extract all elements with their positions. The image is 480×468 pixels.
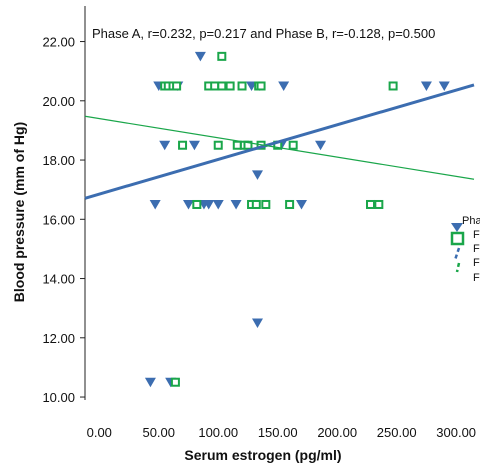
- data-point: [251, 318, 263, 328]
- legend-entry: F: [473, 243, 480, 255]
- data-point: [210, 81, 220, 91]
- data-point: [251, 170, 263, 180]
- data-point: [374, 199, 384, 209]
- series-phase-b: [160, 51, 398, 387]
- data-point: [315, 140, 327, 151]
- data-point: [170, 377, 180, 387]
- x-axis-title: Serum estrogen (pg/ml): [184, 447, 341, 463]
- legend-title: Pha: [462, 215, 480, 227]
- y-tick-label: 18.00: [42, 153, 75, 168]
- series-phase-a: [144, 51, 450, 388]
- legend-marker-phase-a: [451, 223, 463, 232]
- x-tick-label: 100.00: [198, 425, 238, 440]
- data-point: [182, 199, 194, 210]
- data-point: [243, 140, 253, 150]
- x-tick-label: 300.00: [436, 425, 476, 440]
- y-tick-label: 16.00: [42, 212, 75, 227]
- legend-entry: F: [473, 257, 480, 269]
- data-point: [366, 199, 376, 209]
- fit-line: [84, 115, 475, 180]
- x-axis: 0.00 50.00 100.00 150.00 200.00 250.00 300.00: [87, 425, 476, 440]
- data-point: [212, 199, 224, 210]
- data-point: [213, 140, 223, 150]
- data-point: [194, 51, 206, 62]
- data-point: [285, 199, 295, 209]
- data-point: [203, 199, 215, 210]
- legend-entry: F: [473, 229, 480, 241]
- fit-lines: [84, 83, 475, 200]
- data-point: [237, 81, 247, 91]
- data-point: [149, 199, 161, 210]
- chart-annotation: Phase A, r=0.232, p=0.217 and Phase B, r…: [92, 26, 435, 41]
- x-tick-label: 50.00: [142, 425, 175, 440]
- legend-line-phase-a: [453, 247, 461, 261]
- y-tick-label: 12.00: [42, 331, 75, 346]
- data-point: [188, 140, 200, 151]
- data-point: [217, 51, 227, 61]
- data-point: [144, 377, 156, 388]
- y-axis-title: Blood pressure (mm of Hg): [11, 122, 27, 302]
- data-point: [159, 140, 171, 151]
- data-point: [288, 140, 298, 150]
- data-point: [178, 140, 188, 150]
- x-tick-label: 0.00: [87, 425, 112, 440]
- data-point: [420, 81, 432, 91]
- legend-entry: F: [473, 272, 480, 284]
- data-point: [225, 81, 235, 91]
- data-point: [232, 140, 242, 150]
- data-point: [438, 81, 450, 91]
- fit-line: [84, 83, 475, 200]
- y-tick-label: 14.00: [42, 272, 75, 287]
- data-point: [251, 199, 261, 209]
- data-point: [217, 81, 227, 91]
- data-point: [256, 81, 266, 91]
- y-tick-label: 22.00: [42, 35, 75, 50]
- data-point: [192, 199, 202, 209]
- legend-line-phase-b: [455, 262, 461, 273]
- data-point: [296, 199, 308, 210]
- data-point: [278, 81, 290, 91]
- x-tick-label: 250.00: [377, 425, 417, 440]
- legend-marker-phase-b: [450, 231, 465, 246]
- y-tick-label: 20.00: [42, 94, 75, 109]
- x-tick-label: 200.00: [317, 425, 357, 440]
- data-point: [172, 81, 182, 91]
- data-point: [230, 199, 242, 210]
- data-point: [261, 199, 271, 209]
- y-tick-label: 10.00: [42, 390, 75, 405]
- data-point: [388, 81, 398, 91]
- y-axis: 10.00 12.00 14.00 16.00 18.00 20.00 22.00: [42, 6, 86, 405]
- x-tick-label: 150.00: [258, 425, 298, 440]
